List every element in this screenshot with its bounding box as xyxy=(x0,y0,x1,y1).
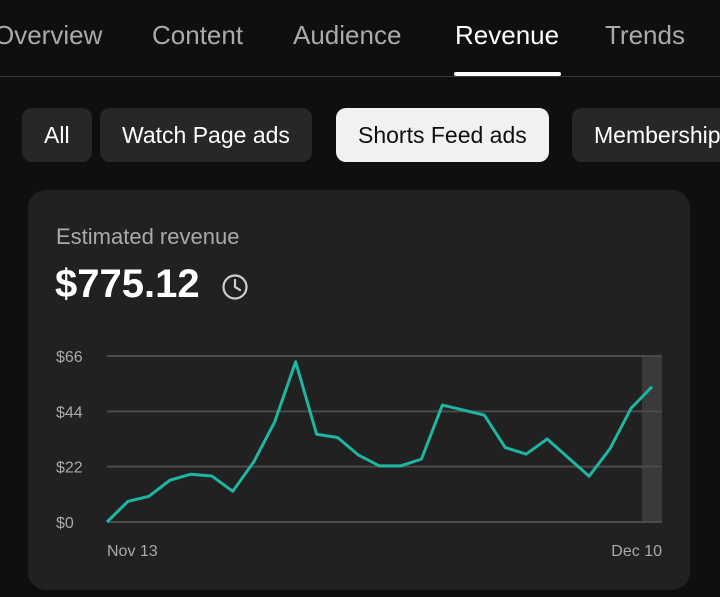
chip-memberships[interactable]: Memberships xyxy=(572,108,720,162)
x-tick-label: Nov 13 xyxy=(107,543,158,560)
tab-trends[interactable]: Trends xyxy=(605,20,685,50)
tab-audience[interactable]: Audience xyxy=(293,20,402,50)
x-tick-label: Dec 10 xyxy=(611,543,662,560)
chip-watch-page-ads[interactable]: Watch Page ads xyxy=(100,108,312,162)
metric-label: Estimated revenue xyxy=(56,224,240,249)
hover-highlight-bar xyxy=(642,356,662,522)
revenue-card[interactable]: Estimated revenue $775.12 $0 $22 $44 $66 Nov… xyxy=(28,190,690,590)
revenue-line-chart: $0 $22 $44 $66 Nov 13 Dec 10 xyxy=(56,349,662,560)
tab-bar: Overview Content Audience Revenue Trends xyxy=(0,0,720,77)
active-tab-indicator xyxy=(454,72,561,76)
tab-overview[interactable]: Overview xyxy=(0,20,103,50)
tab-revenue[interactable]: Revenue xyxy=(455,20,560,50)
y-tick-label: $22 xyxy=(56,460,83,477)
y-tick-label: $66 xyxy=(56,349,83,366)
chip-all[interactable]: All xyxy=(22,108,92,162)
metric-value: $775.12 xyxy=(55,262,200,306)
revenue-series-line xyxy=(105,360,654,524)
tab-content[interactable]: Content xyxy=(152,20,244,50)
y-tick-label: $44 xyxy=(56,404,83,421)
chip-shorts-feed-ads[interactable]: Shorts Feed ads xyxy=(336,108,549,162)
y-tick-label: $0 xyxy=(56,515,74,532)
clock-icon[interactable] xyxy=(220,272,250,302)
